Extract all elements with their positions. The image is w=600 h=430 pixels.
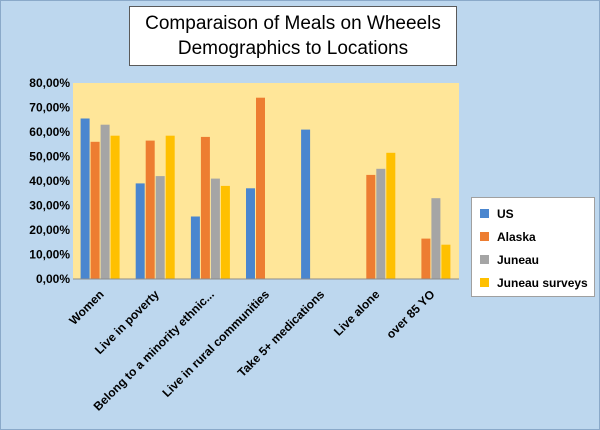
x-tick-label-5: Live alone: [331, 287, 383, 339]
bar-alaska-6: [421, 238, 431, 279]
bar-series: [80, 97, 451, 280]
bar-alaska-0: [90, 141, 100, 279]
bar-alaska-1: [145, 140, 155, 279]
chart-title-line-1: Comparaison of Meals on Wheeels: [145, 13, 441, 34]
y-tick-label: 60,00%: [29, 125, 70, 139]
bar-juneau-2: [210, 178, 220, 279]
legend-swatch-juneau: [480, 255, 489, 264]
bar-juneau-surveys-2: [220, 185, 230, 279]
bar-us-2: [190, 216, 200, 279]
y-tick-label: 20,00%: [29, 223, 70, 237]
y-tick-label: 10,00%: [29, 248, 70, 262]
bar-us-1: [135, 183, 145, 279]
bar-us-3: [246, 188, 255, 279]
legend-item-us: US: [480, 202, 594, 225]
legend-swatch-juneau-surveys: [480, 278, 489, 287]
bar-juneau-surveys-0: [110, 135, 120, 279]
legend-item-juneau: Juneau: [480, 248, 594, 271]
legend-label-us: US: [497, 206, 514, 221]
bar-juneau-surveys-1: [165, 135, 175, 279]
x-tick-label-6: over 85 YO: [383, 287, 437, 341]
x-tick-label-3: Live in rural communities: [159, 287, 272, 400]
legend-item-alaska: Alaska: [480, 225, 594, 248]
legend-label-juneau: Juneau: [497, 252, 540, 267]
bar-juneau-surveys-6: [441, 244, 451, 279]
bar-us-4: [301, 129, 311, 279]
bar-juneau-1: [155, 176, 165, 279]
bar-juneau-6: [431, 198, 441, 279]
y-tick-label: 80,00%: [29, 76, 70, 90]
x-tick-label-0: Women: [66, 287, 106, 327]
y-tick-label: 30,00%: [29, 199, 70, 213]
y-tick-label: 50,00%: [29, 150, 70, 164]
y-axis-ticks: 0,00% 10,00% 20,00% 30,00% 40,00% 50,00% 60,00…: [29, 76, 70, 286]
legend-swatch-alaska: [480, 232, 489, 241]
bar-alaska-3: [256, 97, 265, 279]
legend-label-alaska: Alaska: [497, 229, 536, 244]
bar-juneau-5: [376, 168, 386, 280]
legend-label-juneau-surveys: Juneau surveys: [497, 275, 588, 290]
bar-us-0: [80, 118, 90, 279]
chart-title-line-2: Demographics to Locations: [177, 38, 409, 59]
y-tick-label: 70,00%: [29, 101, 70, 115]
legend-item-juneau-surveys: Juneau surveys: [480, 271, 594, 294]
bar-alaska-5: [366, 174, 376, 279]
chart-title: Comparaison of Meals on Wheeels Demograp…: [129, 6, 457, 66]
legend: US Alaska Juneau Juneau surveys: [471, 197, 595, 297]
y-tick-label: 40,00%: [29, 174, 70, 188]
bar-juneau-surveys-5: [386, 152, 396, 279]
y-tick-label: 0,00%: [36, 272, 70, 286]
bar-alaska-2: [200, 136, 210, 279]
bar-juneau-0: [100, 124, 110, 279]
plot-area: [73, 83, 459, 279]
legend-swatch-us: [480, 209, 489, 218]
